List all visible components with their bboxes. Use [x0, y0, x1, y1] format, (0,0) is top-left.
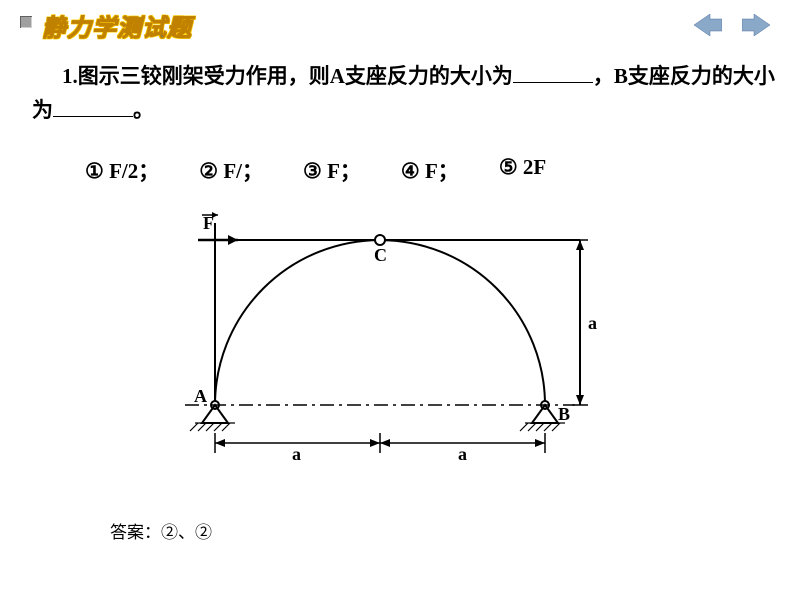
blank-2	[53, 94, 133, 117]
question-text: 1.图示三铰刚架受力作用，则A支座反力的大小为，B支座反力的大小为。	[32, 60, 780, 127]
point-c-label: C	[374, 245, 387, 265]
next-arrow-button[interactable]	[742, 14, 770, 36]
answer-label: 答案：	[110, 523, 161, 542]
structural-diagram: F A B C a a a	[140, 205, 620, 465]
point-b-label: B	[558, 404, 570, 424]
blank-1	[513, 60, 593, 83]
option-4: ④ F；	[401, 155, 459, 185]
question-number: 1.	[62, 64, 78, 88]
option-5: ⑤ 2F	[499, 155, 546, 185]
options-row: ① F/2； ② F/； ③ F； ④ F； ⑤ 2F	[85, 155, 780, 185]
answer-line: 答案：②、②	[110, 518, 212, 543]
option-2: ② F/；	[199, 155, 263, 185]
slide-title: 静力学测试题	[42, 8, 192, 43]
prev-arrow-button[interactable]	[694, 14, 722, 36]
dim-av: a	[588, 313, 597, 333]
option-3: ③ F；	[303, 155, 361, 185]
dim-a2: a	[458, 444, 467, 464]
dim-a1: a	[292, 444, 301, 464]
answer-value: ②、②	[161, 523, 212, 542]
slide-bullet	[20, 16, 32, 28]
arrow-left-icon	[694, 14, 722, 36]
option-1: ① F/2；	[85, 155, 159, 185]
point-a-label: A	[194, 386, 207, 406]
arrow-right-icon	[742, 14, 770, 36]
